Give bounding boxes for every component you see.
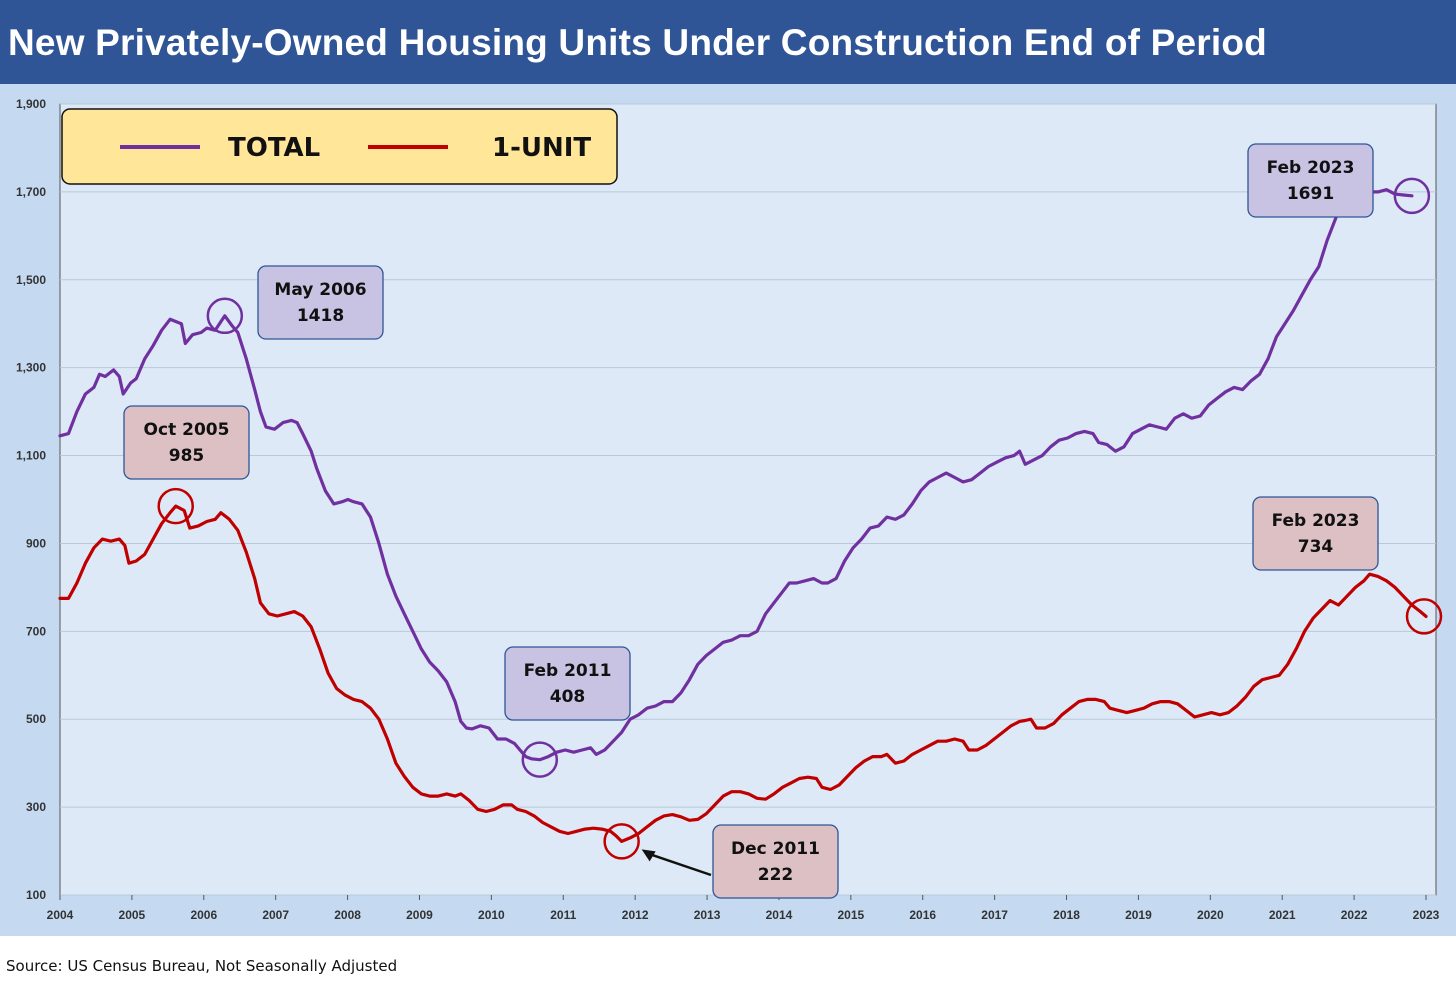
callout-value: 1691 xyxy=(1287,184,1334,204)
callout-box xyxy=(712,824,839,899)
chart-header xyxy=(0,0,1456,84)
callout-date: Oct 2005 xyxy=(144,420,230,440)
source-note: Source: US Census Bureau, Not Seasonally… xyxy=(6,957,398,975)
highlight-circle xyxy=(1405,598,1443,635)
callout-date: May 2006 xyxy=(274,280,366,300)
callout-value: 408 xyxy=(550,687,586,707)
x-tick-label: 2014 xyxy=(766,908,793,922)
x-tick-label: 2011 xyxy=(550,908,576,922)
callouts: May 2006 1418 Oct 2005 985 Feb 2011 408 Dec 20… xyxy=(123,143,1443,899)
x-tick-label: 2023 xyxy=(1413,908,1440,922)
highlight-circle xyxy=(206,297,244,335)
legend: TOTAL 1-UNIT xyxy=(61,108,618,185)
callout-date: Feb 2023 xyxy=(1267,158,1355,178)
housing-line-chart: 1,900 1,700 1,500 1,300 1,100 900 700 500 300 100… xyxy=(16,97,1443,922)
x-tick-label: 2008 xyxy=(334,908,361,922)
callout-box xyxy=(504,646,631,721)
highlight-circle xyxy=(157,487,194,525)
callout-box xyxy=(257,265,384,340)
x-tick-label: 2021 xyxy=(1269,908,1296,922)
x-tick-label: 2007 xyxy=(262,908,289,922)
x-tick-label: 2013 xyxy=(694,908,721,922)
gridlines xyxy=(60,103,1436,896)
callout-box xyxy=(123,405,250,480)
x-tick-label: 2012 xyxy=(622,908,649,922)
series-lines xyxy=(58,188,1428,843)
callout-box xyxy=(1247,143,1374,218)
x-tick-label: 2006 xyxy=(190,908,217,922)
legend-label-total: TOTAL xyxy=(228,133,320,163)
y-tick-label: 1,100 xyxy=(16,449,46,463)
y-tick-label: 500 xyxy=(26,712,46,726)
callout-value: 222 xyxy=(758,865,794,885)
legend-label-1-unit: 1-UNIT xyxy=(492,133,591,163)
x-tick-label: 2015 xyxy=(837,908,864,922)
y-axis-ticks: 1,900 1,700 1,500 1,300 1,100 900 700 500 300 100 xyxy=(16,97,46,902)
chart-title: New Privately-Owned Housing Units Under … xyxy=(8,22,1267,63)
y-tick-label: 300 xyxy=(26,800,46,814)
callout-value: 1418 xyxy=(297,306,344,326)
x-tick-label: 2016 xyxy=(909,908,936,922)
highlight-circle xyxy=(603,823,640,860)
callout-arrow-line xyxy=(647,852,712,877)
callout-arrowhead xyxy=(641,849,656,862)
callout-date: Feb 2011 xyxy=(524,661,612,681)
callout-date: Dec 2011 xyxy=(731,839,820,859)
plot-area xyxy=(59,103,1437,896)
legend-box xyxy=(61,108,618,185)
x-axis-ticks: 2004 2005 2006 2007 2008 2009 2010 2011 2012 2013… xyxy=(47,895,1440,922)
callout-date: Feb 2023 xyxy=(1272,511,1360,531)
x-tick-label: 2004 xyxy=(47,908,74,922)
x-tick-label: 2018 xyxy=(1053,908,1080,922)
callout-value: 734 xyxy=(1298,537,1334,557)
highlight-circle xyxy=(521,741,559,778)
y-tick-label: 900 xyxy=(26,536,46,550)
series-line-1-unit xyxy=(58,504,1428,843)
x-tick-label: 2019 xyxy=(1125,908,1152,922)
y-tick-label: 1,500 xyxy=(16,273,46,287)
highlight-circle xyxy=(1393,177,1431,215)
y-tick-label: 1,900 xyxy=(16,97,46,111)
y-tick-label: 1,700 xyxy=(16,185,46,199)
x-tick-label: 2010 xyxy=(478,908,505,922)
series-line-total xyxy=(58,188,1414,762)
y-tick-label: 100 xyxy=(26,888,46,902)
y-tick-label: 700 xyxy=(26,624,46,638)
x-tick-label: 2017 xyxy=(981,908,1008,922)
callout-box xyxy=(1252,496,1379,571)
callout-value: 985 xyxy=(169,446,205,466)
x-tick-label: 2005 xyxy=(119,908,146,922)
y-tick-label: 1,300 xyxy=(16,361,46,375)
x-tick-label: 2009 xyxy=(406,908,433,922)
x-tick-label: 2020 xyxy=(1197,908,1224,922)
x-tick-label: 2022 xyxy=(1341,908,1368,922)
